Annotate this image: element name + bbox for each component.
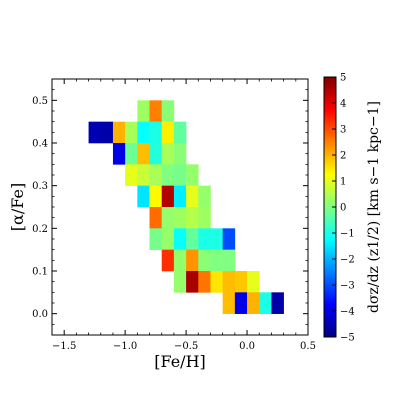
heatmap-cell (161, 100, 175, 122)
x-tick-label: −1.0 (113, 341, 137, 352)
heatmap-cell (186, 249, 199, 272)
heatmap-cell (149, 185, 163, 208)
heatmap-cell (125, 143, 138, 165)
y-axis-label: [α/Fe] (8, 183, 27, 231)
heatmap-cells (88, 100, 284, 314)
heatmap-cell (112, 143, 126, 165)
heatmap-cell (173, 249, 187, 272)
heatmap-cell (186, 228, 199, 250)
x-axis-ticks: −1.5 −1.0 −0.5 0.0 0.5 (51, 79, 316, 352)
heatmap-cell (271, 292, 284, 314)
x-axis-label: [Fe/H] (154, 352, 206, 371)
heatmap-cell (137, 143, 150, 165)
y-tick-label: 0.5 (32, 96, 48, 107)
heatmap-cell (173, 228, 187, 250)
x-tick-label: 0.5 (300, 341, 316, 352)
heatmap-cell (247, 292, 260, 314)
heatmap-cell (198, 185, 211, 208)
heatmap-cell (210, 271, 223, 293)
heatmap-cell (222, 271, 236, 293)
heatmap-cell (149, 143, 163, 165)
heatmap-cell (161, 249, 175, 272)
heatmap-cell (198, 228, 211, 250)
heatmap-cell (234, 292, 248, 314)
heatmap-cell (198, 271, 211, 293)
heatmap-cell (137, 185, 150, 208)
y-tick-label: 0.4 (32, 139, 48, 150)
colorbar-tick-label: 4 (340, 99, 346, 110)
heatmap-cell (186, 164, 199, 186)
colorbar-tick-label: 1 (340, 177, 346, 188)
heatmap-cell (222, 292, 236, 314)
heatmap-cell (247, 271, 260, 293)
colorbar-label: dσz/dz (z1/2) [km s−1 kpc−1] (366, 101, 382, 313)
heatmap-cell (88, 121, 102, 144)
colorbar-tick-label: 0 (340, 203, 346, 214)
heatmap-cell (149, 164, 163, 186)
heatmap-cell (222, 249, 236, 272)
y-axis-ticks: 0.0 0.1 0.2 0.3 0.4 0.5 (32, 78, 308, 336)
heatmap-cell (186, 207, 199, 229)
heatmap-cell (173, 185, 187, 208)
heatmap-cell (161, 207, 175, 229)
heatmap-cell (137, 164, 150, 186)
colorbar-tick-label: 5 (340, 73, 346, 84)
heatmap-cell (186, 271, 199, 293)
heatmap-cell (234, 271, 248, 293)
heatmap-cell (173, 207, 187, 229)
colorbar-tick-label: 3 (340, 125, 346, 136)
heatmap-cell (125, 164, 138, 186)
heatmap-cell (222, 228, 236, 250)
heatmap-cell (161, 121, 175, 144)
heatmap-cell (137, 100, 150, 122)
heatmap-cell (100, 121, 114, 144)
heatmap-cell (173, 164, 187, 186)
colorbar-ticks: −5 −4 −3 −2 −1 0 1 2 3 4 5 (332, 73, 355, 344)
heatmap-cell (259, 292, 272, 314)
heatmap-cell (149, 100, 163, 122)
heatmap-cell (173, 121, 187, 144)
heatmap-cell (173, 271, 187, 293)
heatmap-cell (112, 121, 126, 144)
heatmap-cell (149, 228, 163, 250)
heatmap-cell (137, 121, 150, 144)
y-tick-label: 0.0 (32, 309, 48, 320)
heatmap-cell (210, 228, 223, 250)
colorbar-tick-label: −2 (340, 255, 355, 266)
colorbar-tick-label: −4 (340, 307, 355, 318)
heatmap-cell (198, 249, 211, 272)
heatmap-cell (149, 207, 163, 229)
heatmap-cell (161, 228, 175, 250)
colorbar-tick-label: 2 (340, 151, 346, 162)
heatmap-cell (210, 249, 223, 272)
heatmap-cell (173, 143, 187, 165)
colorbar-tick-label: −3 (340, 281, 355, 292)
y-tick-label: 0.3 (32, 181, 48, 192)
heatmap-cell (149, 121, 163, 144)
heatmap-cell (125, 121, 138, 144)
x-tick-label: −0.5 (174, 341, 198, 352)
x-tick-label: 0.0 (239, 341, 255, 352)
heatmap-cell (161, 143, 175, 165)
y-tick-label: 0.2 (32, 224, 48, 235)
heatmap-cell (161, 185, 175, 208)
heatmap-cell (161, 164, 175, 186)
colorbar-tick-label: −5 (340, 333, 355, 344)
heatmap-cell (186, 185, 199, 208)
x-tick-label: −1.5 (52, 341, 76, 352)
heatmap-cell (198, 207, 211, 229)
y-tick-label: 0.1 (32, 267, 48, 278)
colorbar-tick-label: −1 (340, 229, 355, 240)
colorbar: −5 −4 −3 −2 −1 0 1 2 3 4 5 dσz/dz (z1/2) [km s−1 k… (323, 73, 382, 344)
